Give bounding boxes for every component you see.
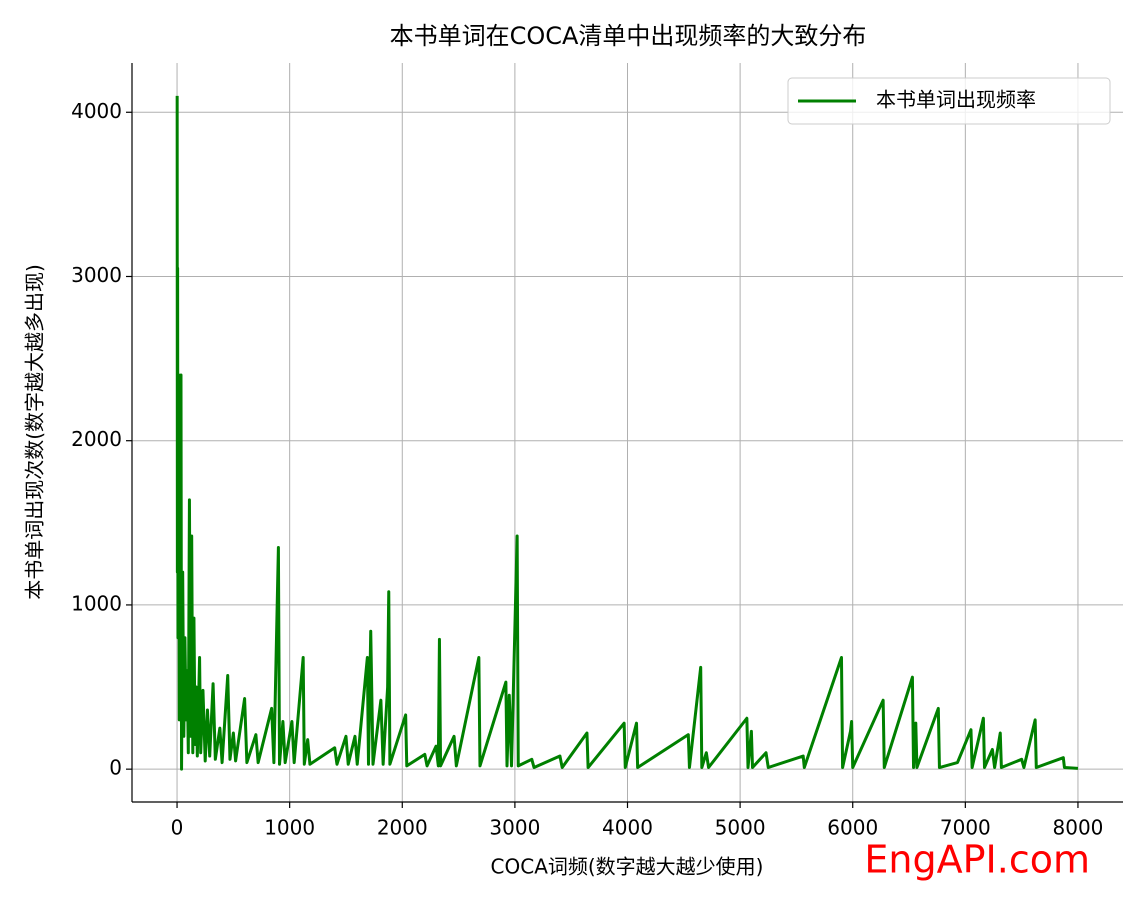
x-axis-label: COCA词频(数字越大越少使用) <box>491 855 764 879</box>
x-tick-label: 2000 <box>377 816 428 840</box>
y-tick-label: 4000 <box>71 99 122 123</box>
x-tick-label: 8000 <box>1053 816 1104 840</box>
x-tick-label: 0 <box>171 816 184 840</box>
x-tick-label: 5000 <box>715 816 766 840</box>
line-series <box>175 95 1079 771</box>
x-tick-label: 6000 <box>827 816 878 840</box>
x-tick-label: 4000 <box>602 816 653 840</box>
y-tick-label: 3000 <box>71 263 122 287</box>
y-tick-label: 1000 <box>71 591 122 615</box>
watermark: EngAPI.com <box>864 838 1090 882</box>
x-tick-label: 7000 <box>940 816 991 840</box>
x-tick-label: 1000 <box>264 816 315 840</box>
legend-box <box>787 77 1111 125</box>
y-tick-label: 2000 <box>71 427 122 451</box>
y-tick-label: 0 <box>109 756 122 780</box>
chart-title: 本书单词在COCA清单中出现频率的大致分布 <box>390 22 867 50</box>
legend-label: 本书单词出现频率 <box>876 88 1036 112</box>
y-axis-label: 本书单词出现次数(数字越大越多出现) <box>23 264 47 600</box>
x-tick-label: 3000 <box>489 816 540 840</box>
